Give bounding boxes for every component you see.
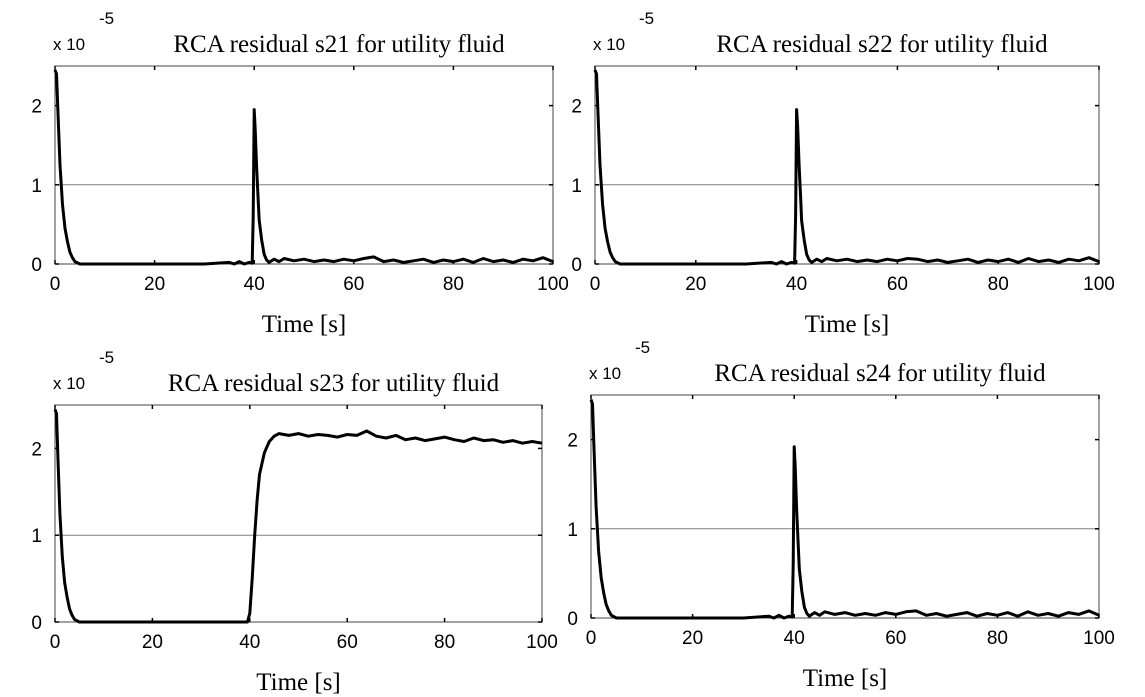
residual-series-line [589, 399, 1100, 620]
x-tick-label: 40 [786, 274, 807, 295]
x-tick-label: 80 [443, 274, 464, 295]
x-tick-label: 80 [987, 628, 1008, 649]
residual-series-line [53, 69, 554, 266]
x-axis-label: Time [s] [262, 311, 347, 338]
plot-area-frame [590, 394, 1100, 619]
x-tick-label: 60 [885, 628, 906, 649]
y-tick-label: 2 [571, 97, 582, 118]
x-tick-label: 80 [434, 632, 455, 653]
x-tick-label: 0 [590, 274, 601, 295]
x-tick-label: 20 [682, 628, 703, 649]
y-tick-label: 0 [31, 613, 42, 634]
x-tick-label: 0 [586, 628, 597, 649]
x-tick-label: 100 [537, 274, 569, 295]
plot-area-frame [54, 404, 543, 623]
y-tick-label: 0 [31, 255, 42, 276]
x-tick-label: 60 [337, 632, 358, 653]
y-tick-label: 1 [567, 520, 578, 541]
x-tick-label: 100 [1083, 628, 1115, 649]
plot-area-frame [594, 65, 1100, 265]
scale-exponent-label: -5 [639, 9, 654, 28]
x-tick-label: 40 [239, 632, 260, 653]
scale-factor-label: x 10 [589, 364, 621, 383]
chart-title: RCA residual s22 for utility fluid [716, 31, 1048, 58]
scale-factor-label: x 10 [593, 35, 625, 54]
chart-panel-4: 0 20 40 60 80 100 0 1 2 x 10 -5 RCA residual s24 fo… [567, 338, 1114, 692]
x-tick-label: 100 [526, 632, 558, 653]
x-tick-label: 20 [685, 274, 706, 295]
x-tick-label: 40 [784, 628, 805, 649]
x-axis-label: Time [s] [805, 311, 890, 338]
scale-exponent-label: -5 [635, 338, 650, 357]
x-axis-label: Time [s] [803, 665, 888, 692]
chart-title: RCA residual s24 for utility fluid [714, 360, 1046, 387]
x-tick-label: 40 [244, 274, 265, 295]
y-tick-label: 2 [567, 431, 578, 452]
plot-area-frame [54, 65, 554, 265]
chart-title: RCA residual s23 for utility fluid [168, 370, 500, 397]
y-tick-label: 0 [571, 255, 582, 276]
scale-factor-label: x 10 [53, 35, 85, 54]
x-tick-label: 20 [142, 632, 163, 653]
scale-exponent-label: -5 [99, 348, 114, 367]
y-tick-label: 2 [31, 439, 42, 460]
chart-panel-1: 0 20 40 60 80 100 0 1 2 x 10 -5 RCA residual s21 fo… [31, 9, 568, 338]
residual-series-line [53, 408, 543, 624]
chart-title: RCA residual s21 for utility fluid [173, 31, 505, 58]
x-tick-label: 80 [988, 274, 1009, 295]
x-tick-label: 60 [887, 274, 908, 295]
x-tick-label: 0 [50, 274, 61, 295]
y-tick-label: 1 [31, 526, 42, 547]
y-tick-label: 1 [31, 176, 42, 197]
y-tick-label: 0 [567, 609, 578, 630]
scale-exponent-label: -5 [99, 9, 114, 28]
residual-series-line [593, 69, 1100, 266]
x-tick-label: 20 [144, 274, 165, 295]
x-axis-label: Time [s] [256, 669, 341, 696]
chart-panel-2: 0 20 40 60 80 100 0 1 2 x 10 -5 RCA residual s22 fo… [571, 9, 1114, 338]
scale-factor-label: x 10 [53, 374, 85, 393]
x-tick-label: 0 [50, 632, 61, 653]
x-tick-label: 60 [343, 274, 364, 295]
y-tick-label: 2 [31, 97, 42, 118]
y-tick-label: 1 [571, 176, 582, 197]
x-tick-label: 100 [1083, 274, 1115, 295]
chart-panel-3: 0 20 40 60 80 100 0 1 2 x 10 -5 RCA residual s23 fo… [31, 348, 557, 696]
